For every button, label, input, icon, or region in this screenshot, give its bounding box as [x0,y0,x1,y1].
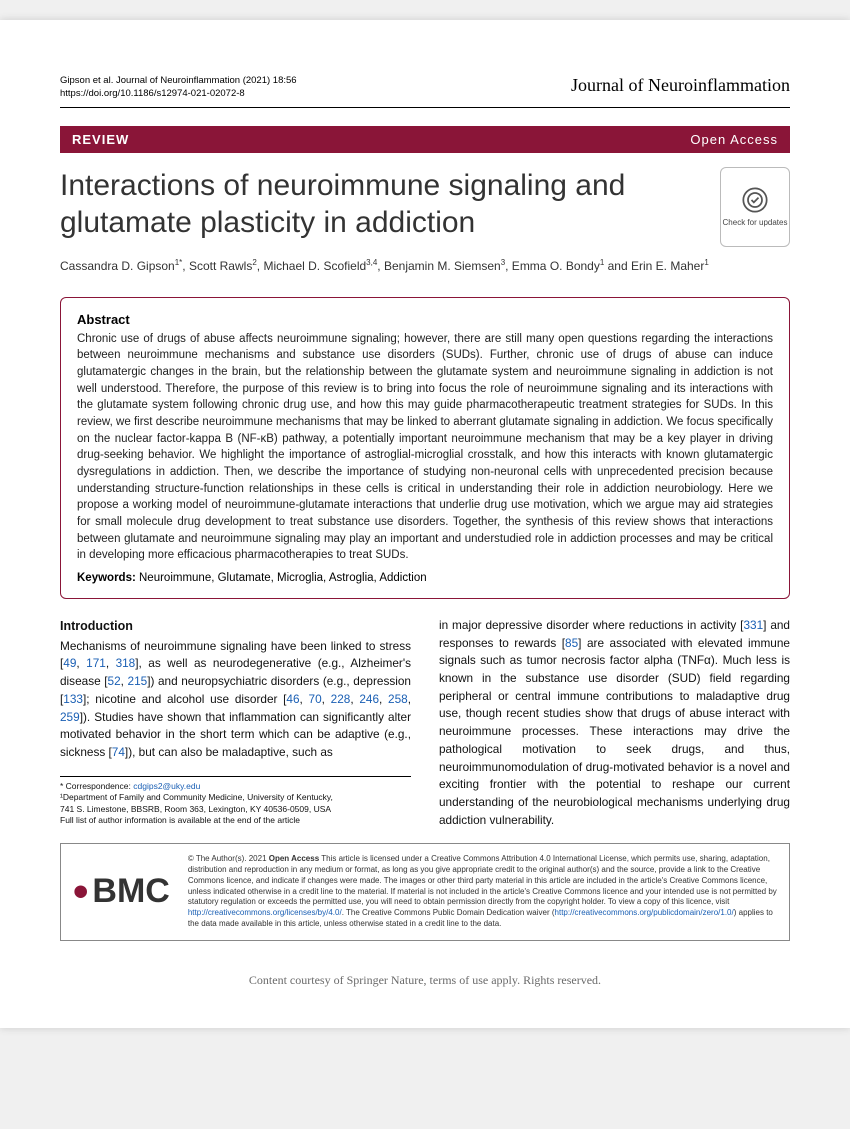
open-access-label: Open Access [690,132,778,147]
affiliation-line-2: 741 S. Limestone, BBSRB, Room 363, Lexin… [60,804,411,815]
license-box: •BMC © The Author(s). 2021 Open Access T… [60,843,790,941]
intro-heading: Introduction [60,617,411,636]
correspondence-line: * Correspondence: cdgips2@uky.edu [60,781,411,792]
bmc-logo-text: BMC [92,869,169,915]
body-columns: Introduction Mechanisms of neuroimmune s… [60,617,790,829]
check-updates-badge[interactable]: Check for updates [720,167,790,247]
article-title: Interactions of neuroimmune signaling an… [60,167,720,242]
abstract-body: Chronic use of drugs of abuse affects ne… [77,331,773,564]
bmc-logo: •BMC [73,869,170,915]
abstract-heading: Abstract [77,312,773,327]
correspondence-block: * Correspondence: cdgips2@uky.edu ¹Depar… [60,776,411,827]
author-info-note: Full list of author information is avail… [60,815,411,826]
keywords-label: Keywords: [77,572,136,584]
header: Gipson et al. Journal of Neuroinflammati… [60,75,790,108]
article-type-label: REVIEW [72,132,129,147]
citation-block: Gipson et al. Journal of Neuroinflammati… [60,75,297,101]
page: Gipson et al. Journal of Neuroinflammati… [0,20,850,1028]
citation-line-1: Gipson et al. Journal of Neuroinflammati… [60,75,297,88]
affiliation-line-1: ¹Department of Family and Community Medi… [60,792,411,803]
citation-doi: https://doi.org/10.1186/s12974-021-02072… [60,88,297,101]
keywords-list: Neuroimmune, Glutamate, Microglia, Astro… [136,572,427,584]
title-row: Interactions of neuroimmune signaling an… [60,167,790,247]
abstract-box: Abstract Chronic use of drugs of abuse a… [60,297,790,599]
column-left: Introduction Mechanisms of neuroimmune s… [60,617,411,829]
license-text: © The Author(s). 2021 Open Access This a… [188,854,777,930]
keywords: Keywords: Neuroimmune, Glutamate, Microg… [77,572,773,584]
correspondence-email[interactable]: cdgips2@uky.edu [133,781,200,791]
intro-text-right: in major depressive disorder where reduc… [439,617,790,829]
authors: Cassandra D. Gipson1*, Scott Rawls2, Mic… [60,257,790,275]
check-updates-label: Check for updates [723,218,788,227]
review-bar: REVIEW Open Access [60,126,790,153]
correspondence-label: * Correspondence: [60,781,133,791]
intro-text-left: Mechanisms of neuroimmune signaling have… [60,638,411,762]
check-updates-icon [741,186,769,214]
footer-note: Content courtesy of Springer Nature, ter… [60,973,790,988]
journal-name: Journal of Neuroinflammation [571,75,790,96]
column-right: in major depressive disorder where reduc… [439,617,790,829]
